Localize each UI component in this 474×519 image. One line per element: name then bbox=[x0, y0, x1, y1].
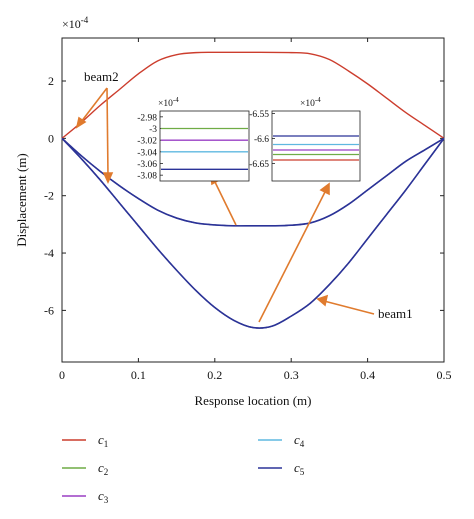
legend-label-c1: c1 bbox=[98, 432, 108, 449]
inset-tick-label: -3.06 bbox=[137, 160, 157, 170]
inset2-multiplier: ×10-4 bbox=[300, 96, 321, 109]
x-tick-label: 0.4 bbox=[360, 368, 375, 382]
legend-label-c2: c2 bbox=[98, 460, 108, 477]
inset-beam1: ×10-4 -6.55 -6.6 -6.65 bbox=[249, 96, 361, 182]
y-axis-label: Displacement (m) bbox=[14, 153, 29, 247]
beam1-curve-bundle bbox=[61, 137, 445, 329]
beam1-line-c5 bbox=[61, 137, 445, 329]
inset2-arrowhead bbox=[319, 182, 330, 196]
x-tick-label: 0.5 bbox=[437, 368, 452, 382]
y-tick-label: -4 bbox=[44, 246, 54, 260]
y-tick-label: -2 bbox=[44, 189, 54, 203]
x-tick-label: 0.2 bbox=[207, 368, 222, 382]
inset-tick-label: -3.08 bbox=[137, 172, 157, 182]
x-tick-label: 0 bbox=[59, 368, 65, 382]
y-tick-label: -6 bbox=[44, 303, 54, 317]
inset1-multiplier: ×10-4 bbox=[158, 96, 179, 109]
legend-label-c4: c4 bbox=[294, 432, 305, 449]
y-tick-label: 0 bbox=[48, 131, 54, 145]
y-tick-label: 2 bbox=[48, 74, 54, 88]
beam1-label: beam1 bbox=[378, 306, 413, 321]
beam2-line-c5 bbox=[61, 137, 445, 227]
legend-label-c3: c3 bbox=[98, 488, 109, 505]
inset-tick-label: -3.04 bbox=[137, 148, 157, 158]
beam2-arrowhead-lower bbox=[102, 172, 114, 184]
beam2-curve-bundle bbox=[61, 137, 445, 227]
beam1-arrow bbox=[323, 300, 375, 315]
legend: c1 c2 c3 c4 c5 bbox=[62, 432, 305, 505]
plot-frame bbox=[61, 37, 445, 363]
inset1-arrow bbox=[213, 179, 237, 226]
annotation-arrows bbox=[75, 87, 375, 323]
inset2-lines bbox=[273, 135, 359, 161]
beam2-arrowhead-upper bbox=[75, 116, 87, 129]
x-axis-label: Response location (m) bbox=[195, 393, 312, 408]
inset-beam2: ×10-4 -2.98 -3 -3.02-3.04 -3.06 -3.08 bbox=[137, 96, 250, 182]
series-line-c1 bbox=[61, 51, 445, 139]
beam2-arrow-lower bbox=[106, 87, 109, 177]
x-tick-label: 0.3 bbox=[284, 368, 299, 382]
legend-label-c5: c5 bbox=[294, 460, 305, 477]
inset2-ticks: -6.55 -6.6 -6.65 bbox=[249, 110, 275, 170]
beam2-arrow-upper bbox=[80, 87, 108, 123]
inset1-frame bbox=[159, 110, 250, 182]
beam1-arrowhead bbox=[316, 294, 329, 307]
inset-tick-label: -3 bbox=[149, 125, 157, 135]
inset2-frame bbox=[271, 110, 361, 182]
inset-tick-label: -6.6 bbox=[254, 135, 269, 145]
y-multiplier: ×10-4 bbox=[62, 15, 89, 31]
y-axis-ticks: 2 0 -2 -4 -6 bbox=[44, 74, 444, 317]
x-axis-ticks: 0 0.1 0.2 0.3 0.4 0.5 bbox=[59, 38, 452, 382]
inset-tick-label: -6.65 bbox=[249, 160, 269, 170]
x-tick-label: 0.1 bbox=[131, 368, 146, 382]
inset-tick-label: -2.98 bbox=[137, 113, 157, 123]
inset1-lines bbox=[161, 127, 248, 170]
beam2-label: beam2 bbox=[84, 69, 119, 84]
inset2-arrow bbox=[258, 189, 327, 323]
inset-tick-label: -3.02 bbox=[137, 137, 157, 147]
inset-tick-label: -6.55 bbox=[249, 110, 269, 120]
